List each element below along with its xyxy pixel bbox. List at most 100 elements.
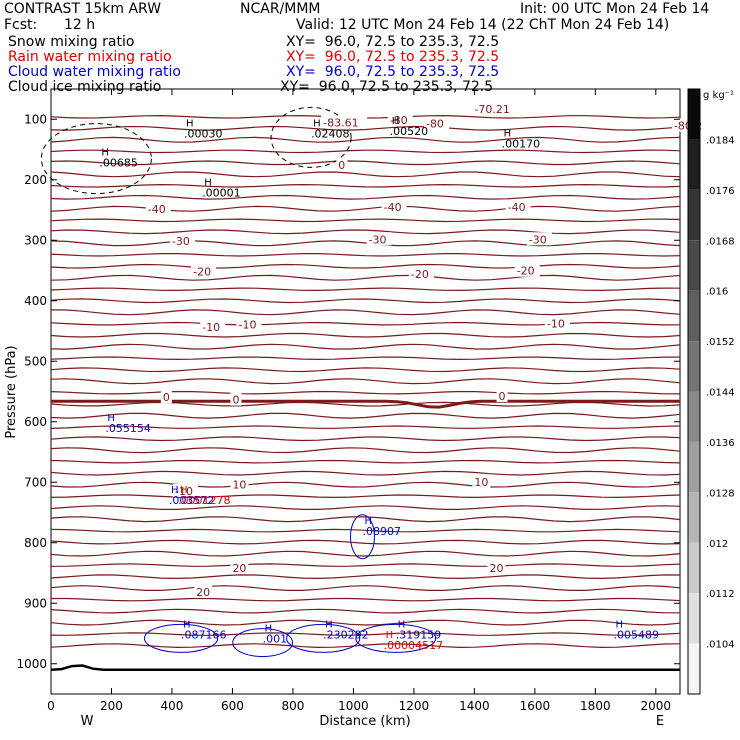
isotherm-line	[50, 194, 681, 200]
contour-label-bg	[423, 116, 449, 130]
contour-label-bg	[387, 113, 413, 127]
x-tick-label: 200	[100, 699, 123, 713]
contour-label-bg	[200, 320, 226, 333]
contour-label-bg	[336, 157, 348, 171]
y-tick-label: 200	[24, 173, 47, 187]
snow-contour	[270, 106, 352, 168]
isotherm-line	[51, 597, 681, 602]
isotherm-line	[50, 585, 681, 591]
max-marker: H	[325, 619, 333, 630]
contour-label: -83.61	[323, 117, 358, 130]
isotherm-line	[50, 356, 680, 361]
field-xy-snow: XY= 96.0, 72.5 to 235.3, 72.5	[286, 34, 500, 50]
colorbar-segment	[688, 391, 700, 442]
isotherm-line	[50, 425, 681, 429]
contour-label: -10	[202, 321, 220, 334]
forecast-hour: 12 h	[64, 17, 96, 33]
contour-label: -80	[390, 114, 408, 127]
x-west-label: W	[81, 714, 94, 729]
isotherm-line	[50, 253, 681, 257]
contour-label-bg	[496, 388, 508, 402]
snow-contour	[40, 123, 152, 195]
x-tick-label: 1800	[580, 699, 611, 713]
colorbar-frame	[687, 88, 701, 695]
y-tick-label: 900	[24, 596, 47, 610]
isotherm-line	[50, 343, 681, 350]
contour-label-bg	[487, 560, 506, 574]
colorbar-segment	[688, 593, 700, 644]
contour-label-bg	[169, 234, 195, 248]
isotherm-line	[50, 332, 681, 338]
max-value: .00001	[202, 187, 241, 200]
contour-label-bg	[366, 232, 392, 246]
contour-label: 0	[163, 391, 170, 404]
colorbar-tick-label: .0144	[706, 388, 735, 399]
max-marker: H	[313, 118, 321, 129]
colorbar-tick-label: .0184	[706, 135, 735, 146]
isotherm-line	[50, 309, 681, 316]
isotherm-line	[50, 240, 681, 247]
isotherm-line	[50, 632, 681, 636]
contour-label: 10	[232, 478, 246, 491]
colorbar-segment	[688, 643, 700, 694]
colorbar-title: g kg⁻¹	[703, 90, 734, 101]
contour-label-bg	[514, 263, 540, 277]
contour-label-bg	[172, 483, 198, 497]
isotherm-line	[50, 149, 681, 154]
max-marker: H	[171, 485, 179, 496]
cloud-water-contour	[355, 623, 437, 653]
isotherm-line	[50, 563, 681, 567]
isotherm-line	[50, 481, 681, 488]
contour-label-bg	[381, 200, 407, 214]
contour-label-bg	[472, 102, 519, 116]
max-value: .055154	[105, 422, 151, 435]
y-tick-label: 600	[24, 415, 47, 429]
max-value: .08907	[362, 525, 401, 538]
field-label-cloud-water: Cloud water mixing ratio	[8, 64, 181, 80]
contour-label: 20	[232, 562, 246, 575]
isotherm-line	[50, 263, 681, 269]
contour-label: -40	[508, 201, 526, 214]
x-tick-label: 1000	[338, 699, 369, 713]
isotherm-line	[50, 287, 681, 292]
contour-label-bg	[544, 316, 570, 330]
y-tick-label: 700	[24, 475, 47, 489]
contour-label-bg	[230, 392, 242, 406]
colorbar-segment	[688, 189, 700, 241]
x-tick-label: 800	[281, 699, 304, 713]
isotherm-line	[50, 125, 681, 131]
isotherm-line	[50, 378, 681, 385]
cloud-water-contour	[232, 628, 294, 658]
y-tick-label: 100	[24, 112, 47, 126]
contour-label-bg	[160, 390, 172, 404]
field-label-snow: Snow mixing ratio	[8, 34, 135, 50]
colorbar-tick-label: .0152	[706, 337, 735, 348]
freezing-level-line	[51, 399, 680, 409]
max-marker: H	[392, 116, 400, 127]
x-tick-label: 1200	[399, 699, 430, 713]
x-tick-label: 600	[221, 699, 244, 713]
max-marker: H	[615, 619, 623, 630]
contour-label-bg	[505, 200, 531, 214]
isotherm-line	[50, 205, 681, 212]
field-label-cloud-ice: Cloud ice mixing ratio	[8, 79, 162, 95]
contour-label: -30	[369, 233, 387, 246]
isotherm-line	[50, 550, 681, 557]
isotherm-line	[50, 494, 681, 499]
max-marker: H	[386, 630, 394, 641]
isotherm-line	[50, 160, 681, 166]
contour-label: -70.21	[474, 103, 509, 116]
colorbar-tick-label: .0104	[706, 640, 735, 651]
contour-label: 0	[232, 394, 239, 407]
colorbar-tick-label: .0168	[706, 236, 735, 247]
colorbar-tick-label: .016	[706, 287, 728, 298]
isotherm-line	[50, 516, 681, 523]
isotherm-line	[50, 539, 681, 545]
contour-label: -40	[148, 203, 166, 216]
max-marker: H	[183, 619, 191, 630]
max-marker: H	[180, 485, 188, 496]
colorbar-segment	[688, 441, 700, 493]
field-xy-cloud-water: XY= 96.0, 72.5 to 235.3, 72.5	[286, 64, 500, 80]
field-xy-cloud-ice: XY= 96.0, 72.5 to 235.3, 72.5	[280, 79, 494, 95]
